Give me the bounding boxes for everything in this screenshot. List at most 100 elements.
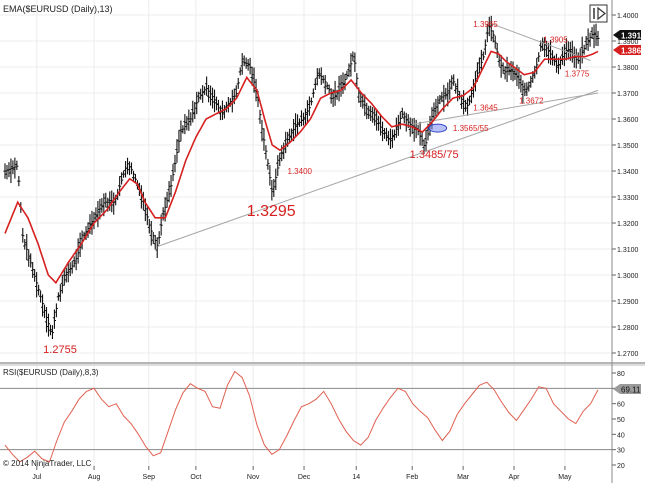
price-bar xyxy=(582,44,586,55)
price-bar xyxy=(523,82,527,97)
price-bar xyxy=(460,94,464,109)
price-bar xyxy=(179,120,183,142)
price-bar xyxy=(467,95,472,106)
rsi-path xyxy=(4,370,599,463)
trendlines xyxy=(157,23,599,247)
annotation-label: 1.3905 xyxy=(543,36,568,45)
price-bar xyxy=(519,74,523,93)
price-bar xyxy=(319,67,323,85)
price-bar xyxy=(94,207,98,222)
rsi-tick-label: 40 xyxy=(617,432,625,439)
price-bar xyxy=(511,61,515,82)
price-bar xyxy=(321,75,325,84)
price-bar xyxy=(347,63,351,78)
price-bar xyxy=(58,284,62,302)
price-tick-label: 1.3000 xyxy=(617,273,639,280)
price-bar xyxy=(173,154,177,173)
price-bar xyxy=(303,108,308,126)
price-bar xyxy=(264,145,268,160)
price-bar xyxy=(529,75,533,88)
price-bar xyxy=(175,139,179,163)
price-bar xyxy=(440,91,444,103)
price-bar xyxy=(487,16,491,37)
mid-trendline xyxy=(412,92,599,125)
rsi-line xyxy=(4,370,599,463)
price-bar xyxy=(521,80,525,104)
price-bar xyxy=(96,200,100,228)
ema-value-label: 1.3862 xyxy=(621,47,645,56)
price-bar xyxy=(388,128,393,150)
price-bar xyxy=(266,158,270,170)
price-bar xyxy=(23,239,27,250)
last-price-label: 1.3915 xyxy=(621,32,645,41)
price-bar xyxy=(367,105,371,119)
price-bar xyxy=(54,303,58,318)
price-bar xyxy=(291,118,296,142)
price-tick-label: 1.2800 xyxy=(617,325,639,332)
price-bar xyxy=(343,73,347,91)
price-bar xyxy=(167,181,171,203)
price-grid xyxy=(0,0,612,468)
price-bar xyxy=(15,160,19,171)
price-bar xyxy=(479,49,483,71)
last-price-marker: 1.3915 xyxy=(613,30,645,41)
price-bar xyxy=(262,128,266,151)
price-bar xyxy=(31,262,35,278)
price-bar xyxy=(586,28,590,51)
price-bar xyxy=(189,112,193,126)
price-bar xyxy=(503,66,507,80)
annotation-label: 1.3295 xyxy=(247,203,296,220)
rsi-grid xyxy=(0,387,612,451)
price-bar xyxy=(365,102,369,120)
price-bar xyxy=(491,30,495,43)
price-bar xyxy=(564,38,568,61)
price-bar xyxy=(151,231,155,244)
price-bar xyxy=(258,109,262,124)
price-bar xyxy=(333,80,337,106)
price-bar xyxy=(485,23,489,43)
price-bar xyxy=(48,324,53,336)
rsi-value-marker: 69.11 xyxy=(613,384,641,395)
price-bar xyxy=(37,284,41,296)
price-bar xyxy=(390,129,395,148)
price-bar xyxy=(566,41,570,60)
price-bar xyxy=(185,116,189,131)
price-bar xyxy=(42,304,47,319)
price-bar xyxy=(355,73,359,89)
price-bar xyxy=(86,222,90,238)
pause-icon[interactable] xyxy=(589,4,608,23)
price-bar xyxy=(550,50,555,66)
price-bar xyxy=(580,36,584,64)
price-bar xyxy=(436,96,440,114)
price-bar xyxy=(398,111,402,130)
price-bar xyxy=(432,102,436,119)
price-bar xyxy=(282,142,286,160)
price-bar xyxy=(361,93,365,109)
price-bar xyxy=(270,179,274,201)
price-bar xyxy=(465,97,470,116)
price-tick-label: 1.3400 xyxy=(617,169,639,176)
price-bar xyxy=(315,68,319,86)
price-bar xyxy=(537,52,541,62)
x-tick-label: May xyxy=(558,474,572,481)
price-bar xyxy=(191,100,195,123)
price-bar xyxy=(463,99,468,112)
price-bar xyxy=(400,107,404,118)
price-bar xyxy=(56,292,60,301)
price-y-axis: 1.4000 1.3900 1.3800 1.3700 1.3600 1.3500 1.34… xyxy=(612,13,639,358)
price-bar xyxy=(74,249,78,271)
price-bar xyxy=(214,96,219,111)
price-bar xyxy=(596,30,600,47)
price-bar xyxy=(349,53,353,77)
price-bar xyxy=(181,125,185,134)
price-bar xyxy=(378,114,383,136)
price-bar xyxy=(276,155,280,176)
price-tick-label: 1.3900 xyxy=(617,39,639,46)
price-bar xyxy=(147,218,151,234)
price-bar xyxy=(212,89,217,113)
price-bar xyxy=(234,85,238,98)
annotation-label: 1.3485/75 xyxy=(410,149,459,161)
price-bar xyxy=(203,86,207,96)
price-bar xyxy=(527,81,531,92)
price-bar xyxy=(501,62,505,74)
